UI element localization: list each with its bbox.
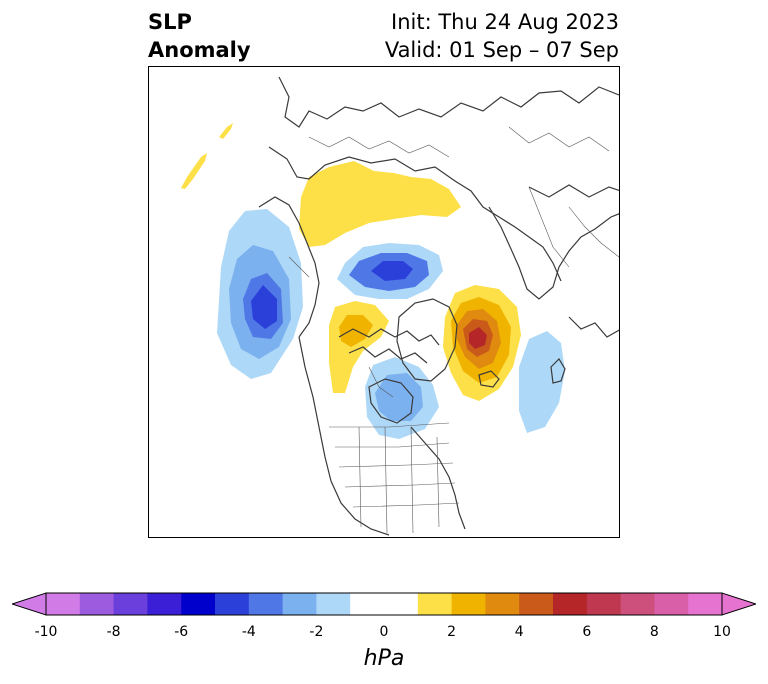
colorbar-cell	[46, 593, 81, 615]
political-borders	[288, 126, 619, 534]
map-canvas	[181, 76, 619, 536]
colorbar-tick-label: 8	[649, 624, 659, 640]
colorbar-tick-label: 4	[514, 624, 524, 640]
title-line-1: SLP	[148, 10, 192, 34]
colorbar-cell	[79, 593, 115, 615]
colorbar-cell	[248, 593, 284, 615]
colorbar-cell	[553, 593, 588, 615]
colorbar-over-triangle	[721, 592, 756, 616]
colorbar-tick-label: 2	[447, 624, 457, 640]
colorbar-cell	[350, 593, 385, 615]
colorbar-tick-label: 10	[713, 624, 731, 640]
colorbar-tick-label: -8	[106, 624, 121, 640]
init-date: Init: Thu 24 Aug 2023	[391, 10, 619, 34]
colorbar-cell	[485, 593, 520, 615]
colorbar-cells	[46, 593, 723, 615]
colorbar	[12, 592, 756, 616]
alaska-negative-8	[251, 285, 277, 329]
pacific-positive-streak	[181, 153, 207, 189]
greenland-positive-10	[469, 327, 487, 349]
siberia-positive	[299, 161, 461, 247]
colorbar-cell	[282, 593, 317, 615]
valid-range: Valid: 01 Sep – 07 Sep	[384, 38, 619, 62]
colorbar-tick-label: -6	[174, 624, 189, 640]
colorbar-cell	[688, 593, 723, 615]
title-line-2: Anomaly	[148, 38, 251, 62]
colorbar-cell	[384, 593, 419, 615]
colorbar-under-triangle	[12, 592, 47, 616]
colorbar-tick-label: 6	[582, 624, 592, 640]
colorbar-outline	[45, 592, 723, 616]
colorbar-cell	[147, 593, 182, 615]
colorbar-cell	[417, 593, 453, 615]
map-title: SLP Anomaly	[148, 8, 251, 64]
siberia-negative-6	[371, 261, 413, 281]
valid-period: Init: Thu 24 Aug 2023 Valid: 01 Sep – 07…	[385, 8, 619, 64]
colorbar-cell	[451, 593, 486, 615]
coastlines	[258, 76, 619, 536]
colorbar-cell	[654, 593, 689, 615]
anomaly-shading	[181, 123, 565, 439]
colorbar-cell	[586, 593, 622, 615]
colorbar-cell	[181, 593, 216, 615]
pacific-positive-streak-2	[219, 123, 233, 139]
colorbar-units: hPa	[363, 646, 405, 671]
colorbar-cell	[215, 593, 250, 615]
atlantic-negative-2	[519, 331, 565, 433]
colorbar-tick-label: -2	[309, 624, 324, 640]
colorbar-cell	[620, 593, 655, 615]
colorbar-cell	[519, 593, 554, 615]
colorbar-cell	[113, 593, 148, 615]
colorbar-cell	[316, 593, 351, 615]
anomaly-map	[148, 66, 620, 538]
colorbar-tick-label: 0	[379, 624, 389, 640]
colorbar-tick-label: -4	[241, 624, 256, 640]
colorbar-tick-label: -10	[34, 624, 58, 640]
